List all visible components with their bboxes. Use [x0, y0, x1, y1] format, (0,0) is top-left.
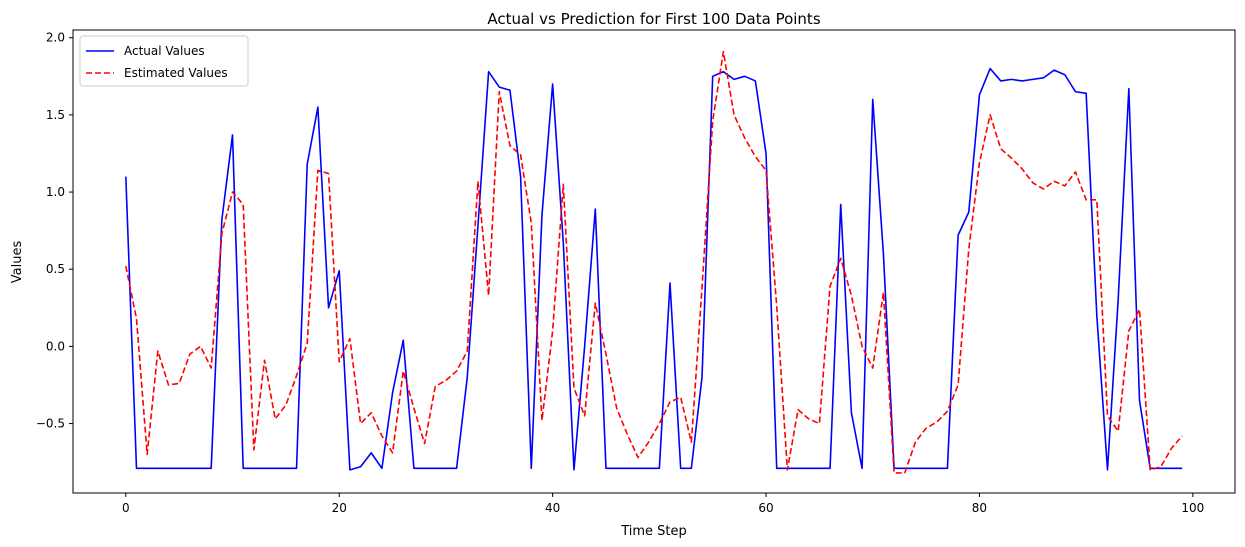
series-line-estimated [125, 50, 1183, 474]
x-tick-label: 80 [972, 501, 987, 515]
y-tick-label: 0.5 [46, 262, 65, 276]
x-tick-label: 100 [1181, 501, 1204, 515]
y-tick-label: 1.5 [46, 108, 65, 122]
x-tick-label: 60 [758, 501, 773, 515]
axes-frame [72, 29, 1236, 494]
x-tick-label: 40 [545, 501, 560, 515]
chart-title: Actual vs Prediction for First 100 Data … [487, 10, 820, 28]
y-tick-label: 2.0 [46, 31, 65, 45]
legend: Actual Values Estimated Values [79, 35, 249, 87]
legend-box [79, 35, 249, 87]
series-layer [125, 50, 1183, 474]
x-tick-label: 20 [332, 501, 347, 515]
series-line-actual [125, 67, 1183, 471]
x-tick-label: 0 [122, 501, 130, 515]
y-axis-label: Values [10, 241, 25, 284]
legend-label: Estimated Values [124, 66, 228, 80]
legend-label: Actual Values [124, 44, 205, 58]
y-tick-label: 1.0 [46, 185, 65, 199]
x-axis-ticks: 0 20 40 60 80 100 [122, 493, 1204, 515]
y-tick-label: 0.0 [46, 339, 65, 353]
y-tick-label: −0.5 [36, 417, 65, 431]
x-axis-label: Time Step [620, 524, 687, 539]
y-axis-ticks: −0.5 0.0 0.5 1.0 1.5 2.0 [36, 31, 73, 431]
